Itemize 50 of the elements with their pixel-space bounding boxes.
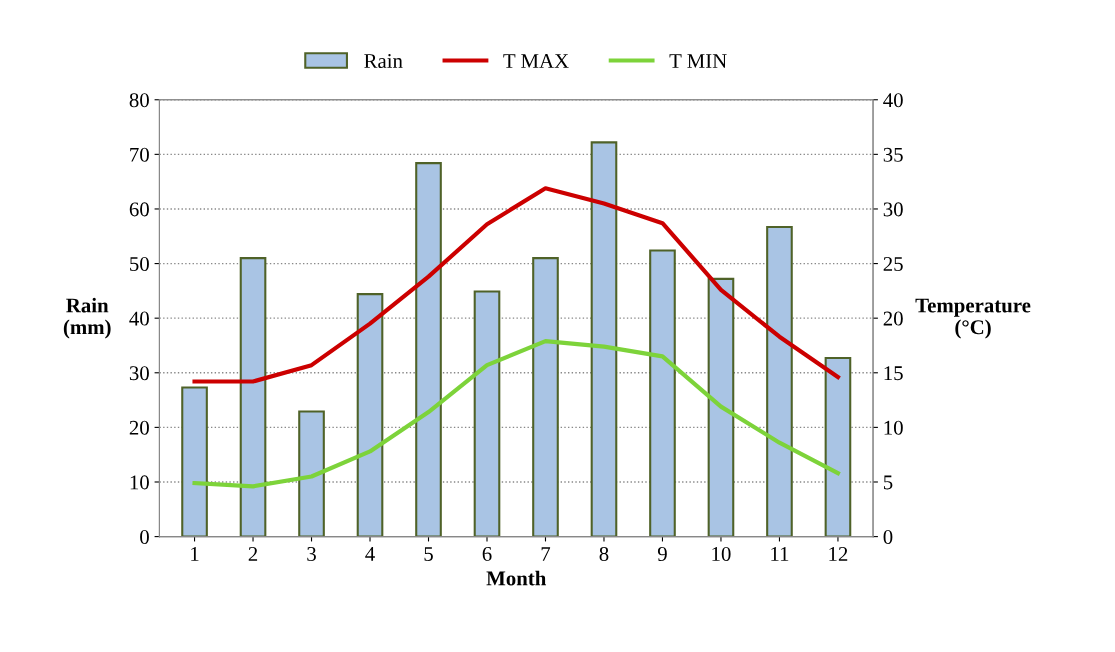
y2-tick-label: 30: [883, 202, 903, 217]
y-tick-label: 40: [129, 311, 149, 326]
x-tick-label: 5: [424, 547, 433, 561]
line-series: [192, 339, 841, 489]
y-tick-label: 10: [130, 475, 149, 490]
y2-tick-label: 10: [884, 420, 903, 435]
bar: [473, 290, 501, 537]
y-tick-label: 60: [129, 202, 149, 217]
bar: [181, 386, 208, 537]
x-tick-label: 3: [307, 546, 316, 561]
x-axis-title: Month: [486, 570, 547, 586]
y2-tick-label: 5: [883, 475, 893, 490]
bar: [356, 293, 384, 537]
bar: [824, 357, 852, 537]
y2-tick-label: 35: [883, 147, 903, 162]
y2-tick-label: 0: [883, 529, 893, 545]
x-tick-label: 2: [248, 546, 258, 561]
legend-label: T MIN: [669, 54, 727, 68]
bar: [590, 141, 618, 537]
bar: [415, 162, 442, 537]
y2-tick-label: 40: [883, 93, 903, 108]
x-tick-label: 4: [365, 547, 375, 561]
y2-tick-label: 20: [883, 311, 903, 326]
legend-label: Rain: [364, 54, 403, 69]
x-tick-label: 6: [482, 546, 492, 561]
y2-axis-title: Temperature (°C): [915, 298, 1031, 339]
y2-tick-label: 15: [884, 366, 903, 381]
bar: [298, 410, 325, 537]
y-tick-label: 80: [129, 93, 149, 108]
y-tick-label: 70: [130, 147, 149, 162]
x-tick-label: 8: [599, 546, 609, 561]
x-tick-label: 10: [712, 546, 731, 561]
bar: [649, 249, 676, 537]
x-tick-label: 7: [541, 547, 551, 561]
y-axis-title: Rain (mm): [63, 297, 111, 339]
x-tick-label: 9: [657, 546, 667, 561]
x-tick-label: 12: [829, 546, 848, 561]
y-tick-label: 50: [130, 256, 149, 271]
bar: [766, 225, 793, 537]
y-tick-label: 0: [140, 529, 149, 545]
y2-tick-label: 25: [883, 257, 903, 271]
y-tick-label: 20: [129, 420, 149, 435]
y-tick-label: 30: [129, 366, 149, 381]
bar: [532, 257, 559, 537]
legend-label: T MAX: [503, 54, 569, 68]
x-tick-label: 11: [771, 547, 789, 561]
bar: [239, 257, 267, 537]
x-tick-label: 1: [191, 547, 199, 561]
line-series: [192, 186, 841, 384]
bar: [707, 277, 735, 537]
